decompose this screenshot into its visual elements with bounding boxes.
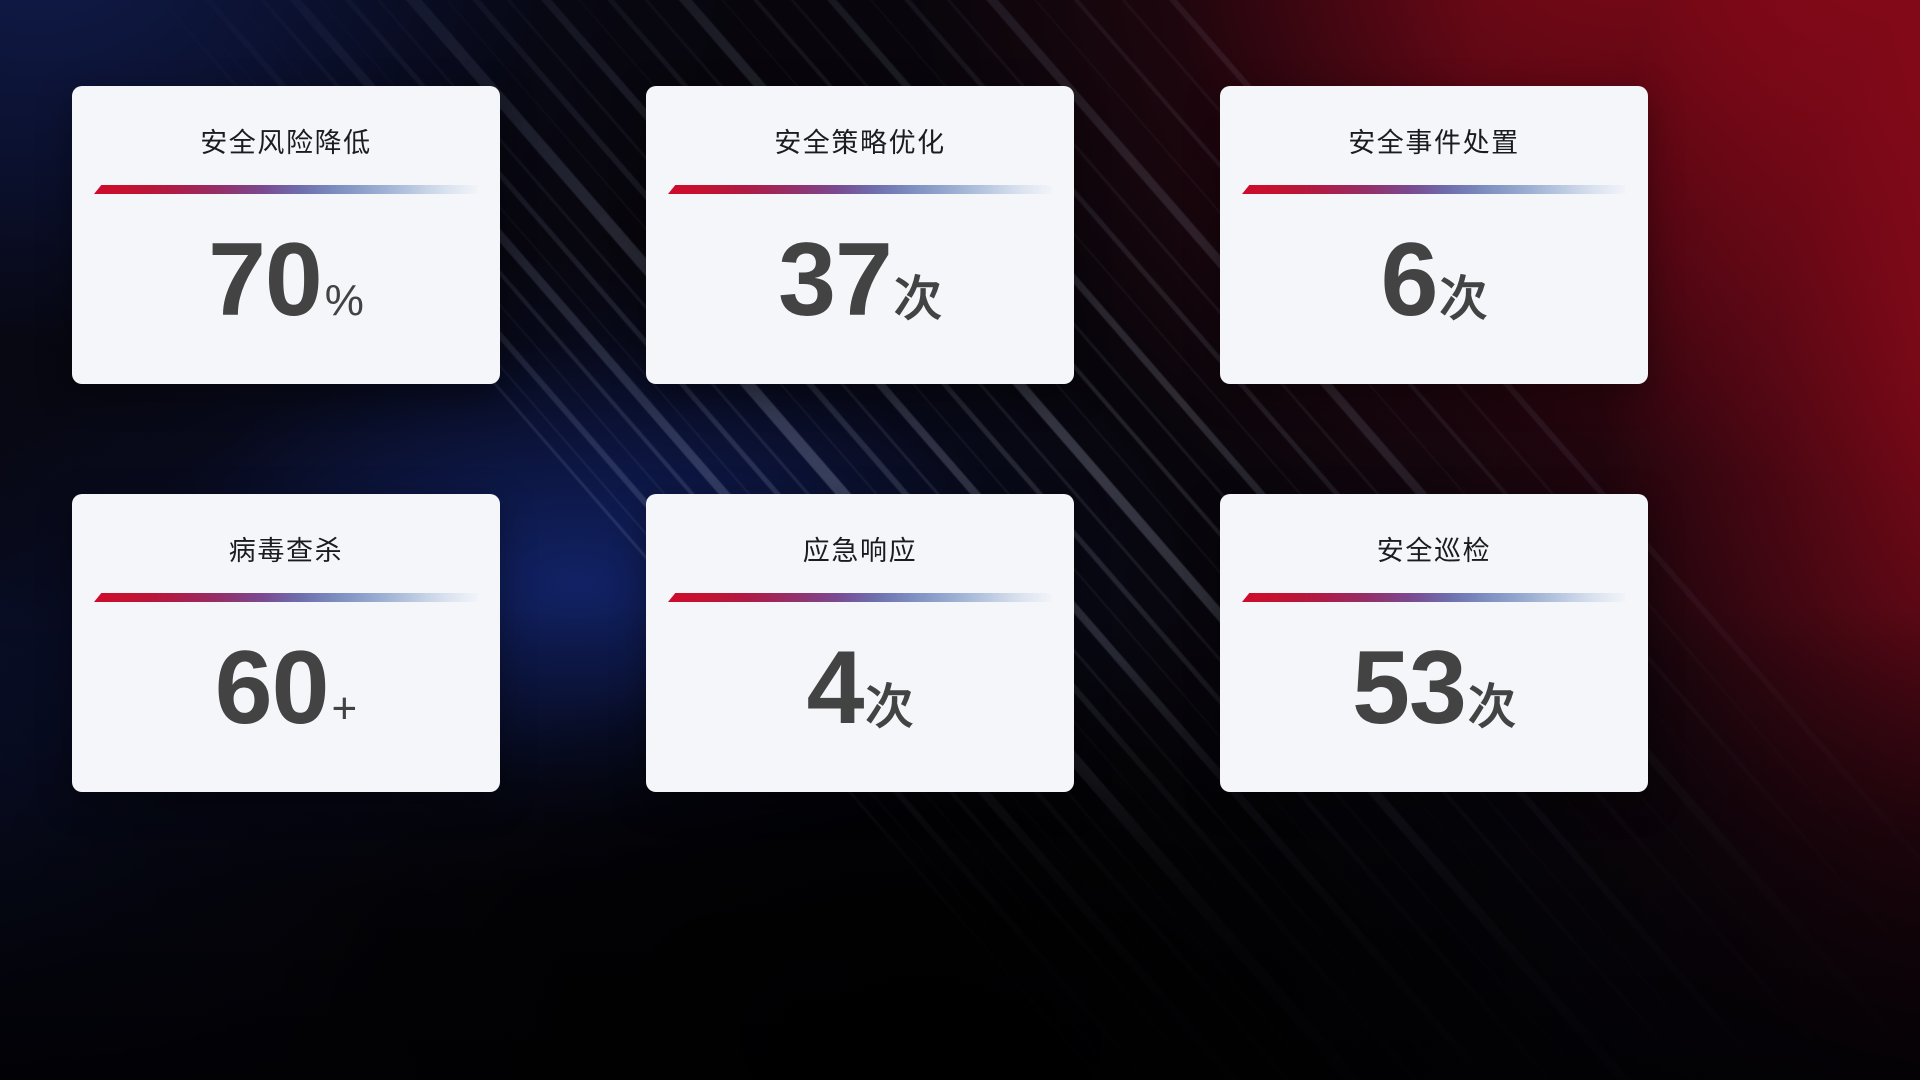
metric-card-title: 安全策略优化 — [774, 128, 946, 158]
metric-card-accent-bar — [94, 593, 478, 602]
metric-card-value-row: 53 次 — [1352, 636, 1516, 740]
metric-card-title: 病毒查杀 — [228, 536, 344, 566]
metric-card-title: 安全风险降低 — [200, 128, 372, 158]
metric-value-unit: % — [324, 276, 364, 325]
metric-value-number: 37 — [778, 222, 893, 338]
metric-card-security-policy-optimization[interactable]: 安全策略优化 37 次 — [646, 86, 1074, 384]
metric-value-number: 6 — [1380, 222, 1439, 338]
metric-card-value-row: 60 + — [215, 636, 357, 740]
metric-card-accent-bar — [1242, 185, 1626, 194]
metric-card-security-inspection[interactable]: 安全巡检 53 次 — [1220, 494, 1648, 792]
metric-card-accent-bar — [1242, 593, 1626, 602]
metric-card-value-row: 37 次 — [778, 228, 942, 332]
metric-card-accent-bar — [94, 185, 478, 194]
metric-value-unit: + — [331, 684, 358, 733]
metric-card-title: 安全事件处置 — [1348, 128, 1520, 158]
metric-card-title: 应急响应 — [802, 536, 918, 566]
metric-card-security-risk-reduction[interactable]: 安全风险降低 70% — [72, 86, 500, 384]
accent-bar-gradient — [668, 185, 1052, 194]
accent-bar-gradient — [1242, 185, 1626, 194]
metric-value-number: 60 — [214, 630, 330, 746]
metric-card-virus-scan-removal[interactable]: 病毒查杀 60 + — [72, 494, 500, 792]
accent-bar-gradient — [94, 593, 478, 602]
metrics-card-grid: 安全风险降低 70% 安全策略优化 37 次安全事件处置 6 次病毒查杀 60 + 应急响应 4 次安… — [72, 86, 1848, 792]
metric-value-number: 4 — [806, 630, 865, 746]
metric-card-value-row: 70% — [208, 228, 364, 332]
metric-value-number: 70 — [208, 222, 323, 338]
metric-value-unit: 次 — [865, 681, 914, 734]
metric-card-accent-bar — [668, 593, 1052, 602]
metric-card-title: 安全巡检 — [1376, 536, 1492, 566]
metric-value-unit: 次 — [1439, 273, 1488, 326]
metric-value-unit: 次 — [1467, 681, 1516, 734]
metric-card-emergency-response[interactable]: 应急响应 4 次 — [646, 494, 1074, 792]
metric-card-security-incident-handling[interactable]: 安全事件处置 6 次 — [1220, 86, 1648, 384]
accent-bar-gradient — [1242, 593, 1626, 602]
accent-bar-gradient — [668, 593, 1052, 602]
metric-value-unit: 次 — [893, 273, 942, 326]
accent-bar-gradient — [94, 185, 478, 194]
metric-card-accent-bar — [668, 185, 1052, 194]
metric-value-number: 53 — [1352, 630, 1467, 746]
